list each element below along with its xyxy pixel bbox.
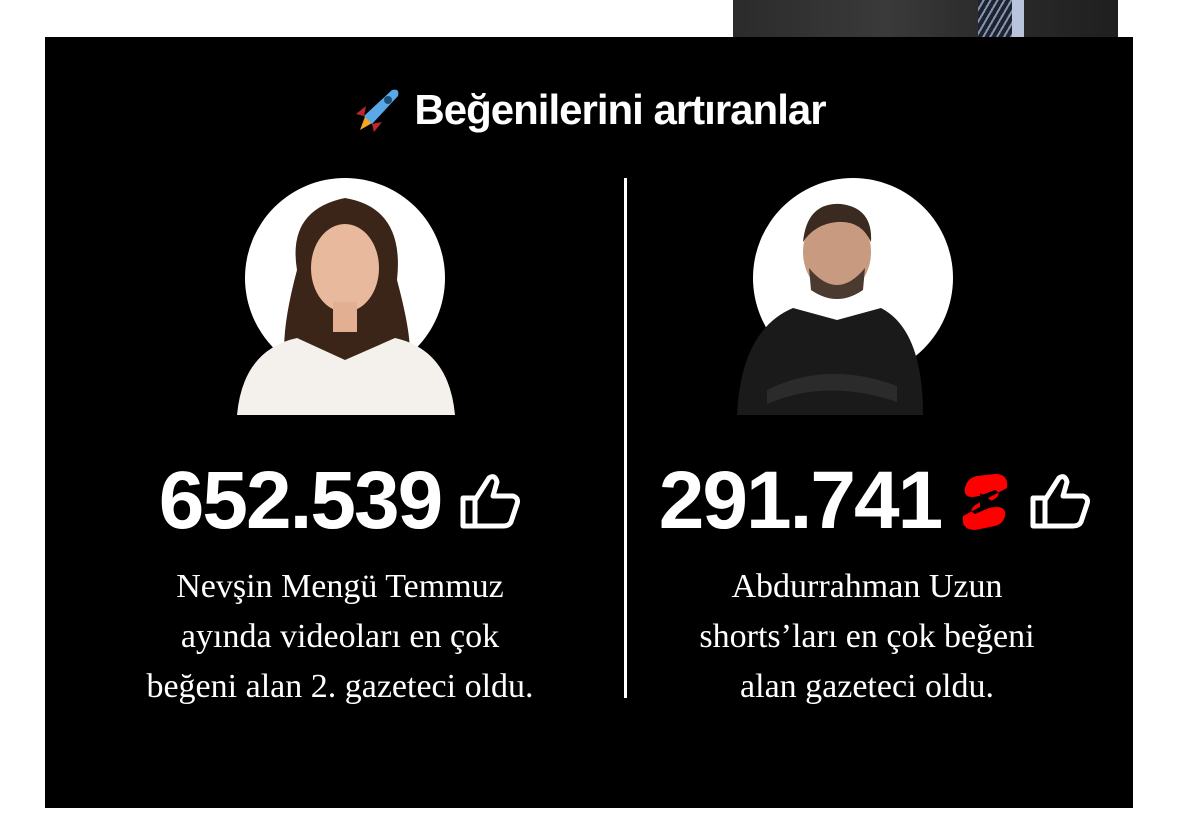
infographic-panel bbox=[45, 37, 1133, 808]
stat-row: 291.741 bbox=[640, 455, 1110, 547]
description-line: Nevşin Mengü Temmuz bbox=[176, 568, 504, 605]
description-line: shorts’ları en çok beğeni bbox=[699, 618, 1035, 655]
thumbs-up-icon bbox=[1030, 474, 1091, 529]
divider bbox=[624, 178, 627, 698]
description-line: alan gazeteci oldu. bbox=[740, 668, 994, 705]
like-count: 291.741 bbox=[658, 455, 943, 546]
rocket-icon bbox=[356, 89, 399, 132]
thumbs-up-icon bbox=[460, 474, 521, 529]
description-line: ayında videoları en çok bbox=[180, 618, 500, 655]
shirt bbox=[1012, 0, 1024, 37]
tie bbox=[978, 0, 1012, 37]
description-line: Abdurrahman Uzun bbox=[731, 568, 1003, 605]
description-line: beğeni alan 2. gazeteci oldu. bbox=[146, 668, 534, 705]
description: Nevşin Mengü Temmuz ayında videoları en … bbox=[90, 562, 590, 712]
like-count: 652.539 bbox=[158, 455, 443, 546]
avatar bbox=[237, 198, 455, 415]
avatar bbox=[737, 203, 923, 415]
description: Abdurrahman Uzun shorts’ları en çok beğe… bbox=[617, 562, 1117, 712]
stat-row: 652.539 bbox=[110, 455, 570, 547]
top-photo-fragment bbox=[733, 0, 1118, 37]
youtube-shorts-icon bbox=[962, 474, 1008, 530]
title: Beğenilerini artıranlar bbox=[45, 84, 1133, 141]
title-text: Beğenilerini artıranlar bbox=[414, 86, 826, 133]
